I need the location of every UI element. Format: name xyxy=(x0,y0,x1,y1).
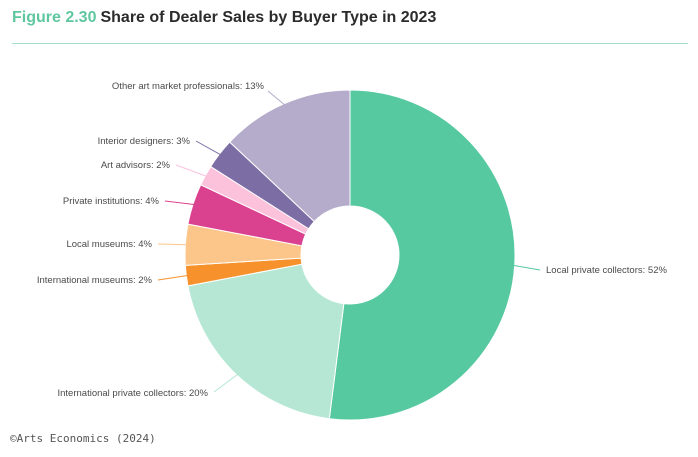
label-international-museums: International museums: 2% xyxy=(37,275,153,286)
leader-line-local-museums xyxy=(157,243,188,246)
label-interior-designers: Interior designers: 3% xyxy=(98,136,191,147)
leader-line-art-advisors xyxy=(175,164,208,177)
slice-international-private-collectors xyxy=(187,263,345,420)
slice-other-art-market-professionals xyxy=(229,89,351,223)
label-private-institutions: Private institutions: 4% xyxy=(63,196,160,207)
label-other-art-market-professionals: Other art market professionals: 13% xyxy=(112,81,265,92)
figure-title: Share of Dealer Sales by Buyer Type in 2… xyxy=(100,9,437,26)
leader-line-international-private-collectors xyxy=(213,373,239,393)
source-credit: ©Arts Economics (2024) xyxy=(10,432,156,445)
label-local-private-collectors: Local private collectors: 52% xyxy=(546,265,667,276)
figure-number: Figure 2.30 xyxy=(12,9,97,26)
chart-title: Figure 2.30 Share of Dealer Sales by Buye… xyxy=(12,9,436,27)
label-art-advisors: Art advisors: 2% xyxy=(101,160,171,171)
slice-local-private-collectors xyxy=(328,89,516,421)
label-international-private-collectors: International private collectors: 20% xyxy=(58,388,209,399)
leader-line-local-private-collectors xyxy=(512,264,541,271)
leader-line-private-institutions xyxy=(164,200,196,206)
title-divider xyxy=(12,43,688,44)
leader-line-interior-designers xyxy=(195,140,222,156)
label-local-museums: Local museums: 4% xyxy=(66,239,152,250)
leader-line-international-museums xyxy=(157,274,189,281)
leader-line-other-art-market-professionals xyxy=(267,90,286,106)
